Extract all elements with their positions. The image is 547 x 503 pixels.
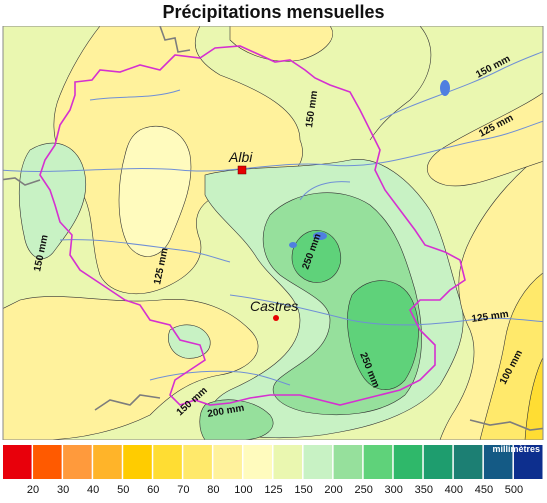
contour-label: 125 mm [471,309,510,325]
legend-tick-label: 200 [324,484,342,496]
legend-swatch [393,445,423,479]
department-outline [39,45,466,406]
legend-tick-label: 400 [445,484,463,496]
legend-tick-label: 40 [87,484,99,496]
legend-swatch [273,445,303,479]
rivers [3,51,543,386]
legend-swatch [243,445,272,479]
city-marker-albi [237,165,247,175]
legend-swatch [183,445,212,479]
precipitation-map: 150 mm 125 mm 150 mm 150 mm 125 mm 250 m… [2,26,544,440]
legend-tick-label: 30 [57,484,69,496]
legend-swatch [93,445,122,479]
legend-swatch [213,445,242,479]
legend-swatch [123,445,152,479]
legend-swatch [363,445,393,479]
legend-tick-label: 350 [415,484,433,496]
map-title: Précipitations mensuelles [162,2,385,22]
legend-swatch [33,445,62,479]
zone-low-125-w [118,125,192,257]
precipitation-legend: 20 30 40 50 60 70 80 100 125 150 200 250 300 350 400 45… [3,444,543,496]
legend-swatch [63,445,92,479]
legend-swatch [453,445,483,479]
legend-swatch [483,445,513,479]
legend-tick-label: 300 [385,484,403,496]
legend-tick-label: 250 [354,484,372,496]
legend-swatch [513,445,543,479]
legend-swatch [423,445,453,479]
legend-tick-label: 70 [177,484,189,496]
zone-125-150-ne-band [369,26,432,141]
legend-tick-label: 500 [505,484,523,496]
legend-swatch [153,445,182,479]
lake-central [313,232,327,240]
legend-tick-label: 50 [117,484,129,496]
legend-swatch [333,445,363,479]
legend-tick-label: 80 [207,484,219,496]
city-label-castres: Castres [250,298,298,314]
legend-swatch [303,445,333,479]
legend-tick-label: 450 [475,484,493,496]
legend-tick-label: 20 [27,484,39,496]
legend-tick-label: 60 [147,484,159,496]
contour-label: 150 mm [304,90,320,129]
zone-150-200-west [18,142,87,259]
legend-swatch [3,445,32,479]
legend-tick-label: 100 [234,484,252,496]
city-marker-castres [273,315,279,321]
grey-borders [3,26,543,431]
zone-250-300-a [291,230,342,283]
lake-ne [440,80,450,96]
zone-250-300-b [347,280,419,390]
legend-tick-label: 125 [264,484,282,496]
legend-unit-label: millimètres [492,444,540,454]
legend-tick-label: 150 [294,484,312,496]
lake-west [289,242,297,248]
map-frame [2,26,544,440]
city-label-albi: Albi [228,149,253,165]
